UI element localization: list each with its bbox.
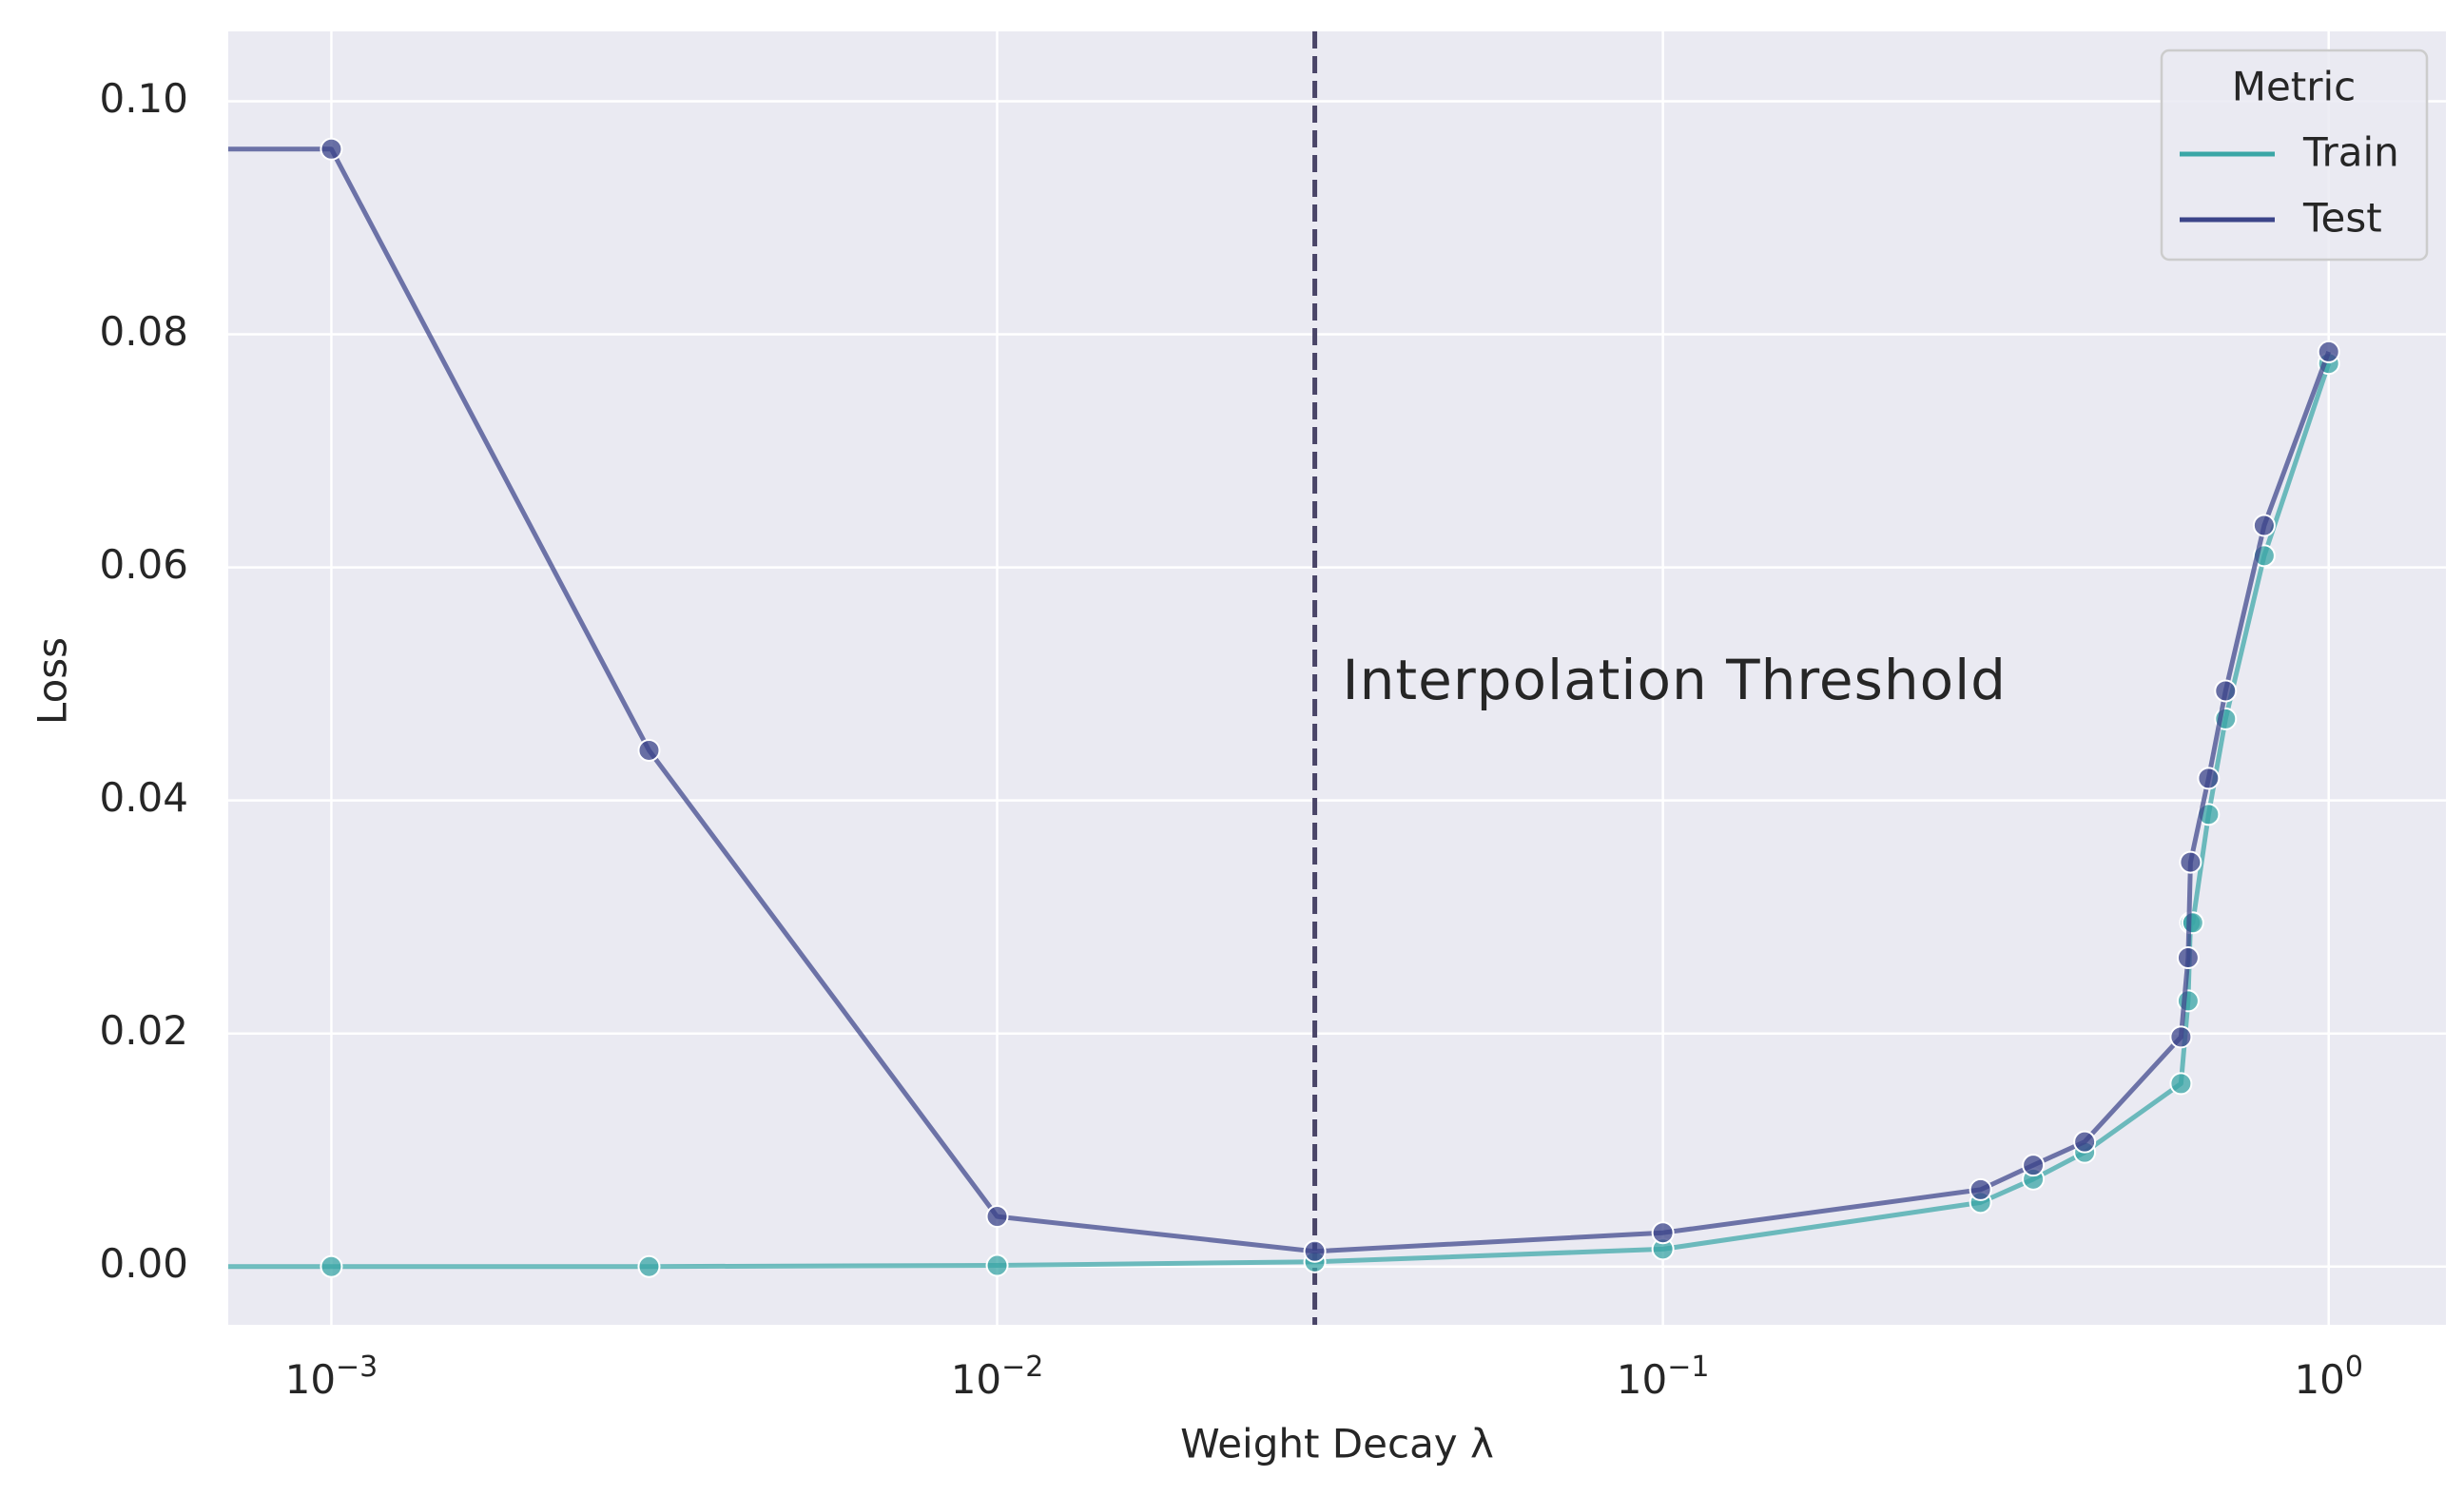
train-point xyxy=(2169,1072,2193,1096)
test-point xyxy=(1969,1177,1992,1201)
x-tick-exponent: 0 xyxy=(2345,1350,2363,1384)
series-test xyxy=(228,137,2340,1263)
x-tick-exponent: −1 xyxy=(1667,1350,1709,1384)
x-tick-exponent: −3 xyxy=(336,1350,378,1384)
legend-title: Metric xyxy=(2232,64,2357,110)
annotation-interpolation-threshold: Interpolation Threshold xyxy=(1343,648,2007,712)
y-tick-label: 0.06 xyxy=(99,541,188,588)
train-point xyxy=(320,1254,343,1278)
test-point xyxy=(2252,514,2276,537)
x-tick-base: 10 xyxy=(285,1356,336,1403)
x-tick-base: 10 xyxy=(951,1356,1001,1403)
test-point xyxy=(1303,1239,1327,1263)
legend-box xyxy=(2160,49,2429,262)
legend: Metric Train Test xyxy=(2160,49,2429,262)
test-point xyxy=(1651,1221,1675,1245)
test-point xyxy=(2179,850,2202,874)
test-line xyxy=(228,146,2332,1254)
y-tick-label: 0.00 xyxy=(99,1240,188,1287)
plot-area-background xyxy=(228,31,2446,1325)
y-tick-label: 0.10 xyxy=(99,75,188,122)
x-tick-label: 100 xyxy=(2294,1350,2363,1403)
test-point xyxy=(2197,767,2221,790)
test-point xyxy=(2176,946,2200,970)
x-tick-label: 10−3 xyxy=(285,1350,378,1403)
train-point xyxy=(637,1254,661,1278)
test-point xyxy=(985,1205,1009,1229)
test-point xyxy=(2073,1130,2097,1154)
x-tick-label: 10−1 xyxy=(1617,1350,1710,1403)
legend-test-label: Test xyxy=(2302,195,2382,242)
test-point xyxy=(2022,1154,2046,1177)
y-tick-label: 0.08 xyxy=(99,308,188,355)
y-tick-label: 0.04 xyxy=(99,774,188,821)
test-point xyxy=(2214,679,2238,703)
x-tick-base: 10 xyxy=(1617,1356,1667,1403)
x-tick-label: 10−2 xyxy=(951,1350,1044,1403)
x-tick-exponent: −2 xyxy=(1001,1350,1043,1384)
test-point xyxy=(637,738,661,762)
x-tick-base: 10 xyxy=(2294,1356,2344,1403)
y-axis-label: Loss xyxy=(29,637,76,725)
test-point xyxy=(2317,340,2340,363)
train-point xyxy=(985,1253,1009,1277)
y-tick-label: 0.02 xyxy=(99,1007,188,1054)
test-point xyxy=(2169,1025,2193,1049)
train-point xyxy=(2181,911,2204,935)
x-axis-label: Weight Decay λ xyxy=(1180,1421,1494,1467)
series-layer xyxy=(228,137,2340,1278)
test-point xyxy=(320,137,343,161)
grid xyxy=(228,31,2446,1325)
legend-train-label: Train xyxy=(2302,129,2399,176)
train-point xyxy=(2176,989,2200,1013)
